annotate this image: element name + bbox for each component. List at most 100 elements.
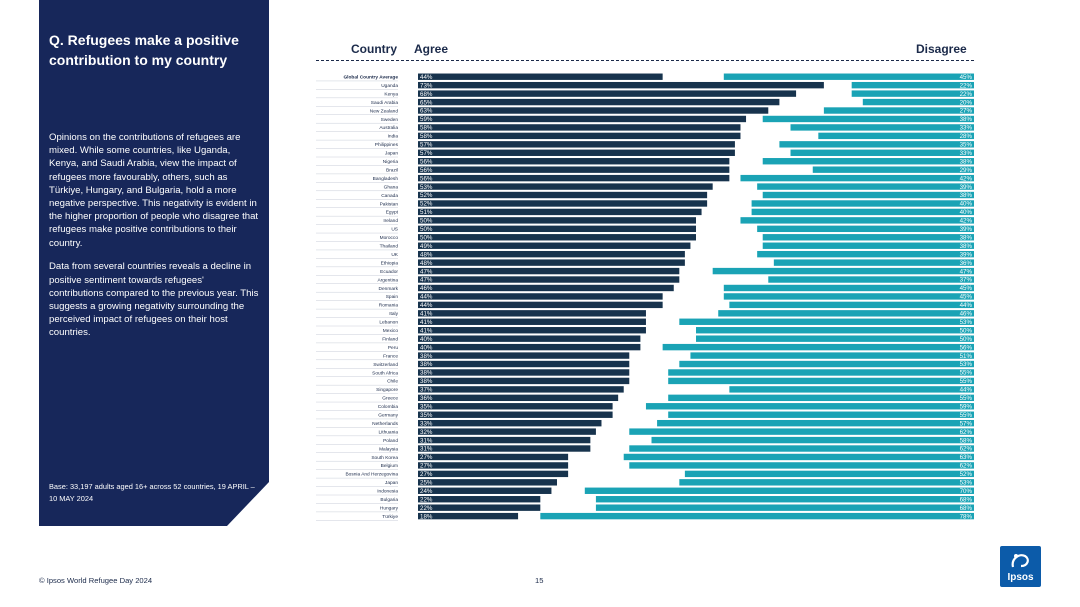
disagree-value-label: 22% <box>960 91 973 98</box>
agree-value-label: 50% <box>420 234 433 241</box>
agree-bar <box>418 487 552 494</box>
agree-bar <box>418 73 663 80</box>
disagree-bar <box>779 141 974 148</box>
disagree-bar <box>729 386 974 393</box>
disagree-value-label: 38% <box>960 116 973 123</box>
agree-value-label: 33% <box>420 420 433 427</box>
disagree-bar <box>651 436 974 444</box>
commentary-paragraph-1: Opinions on the contributions of refugee… <box>49 132 259 249</box>
disagree-bar <box>740 217 974 224</box>
page-number: 15 <box>535 576 544 585</box>
disagree-bar <box>851 81 974 89</box>
disagree-value-label: 62% <box>960 446 973 453</box>
country-label: Ghana <box>384 184 399 190</box>
agree-value-label: 38% <box>420 353 433 360</box>
agree-value-label: 56% <box>420 175 433 182</box>
agree-bar <box>418 360 630 368</box>
disagree-value-label: 70% <box>960 488 973 495</box>
agree-bar <box>418 462 569 469</box>
agree-bar <box>418 403 613 410</box>
agree-bar <box>418 191 708 199</box>
agree-bar <box>418 124 741 131</box>
disagree-bar <box>657 419 974 427</box>
agree-bar <box>418 512 519 520</box>
disagree-bar <box>668 411 974 418</box>
country-label: Brazil <box>386 167 398 173</box>
footer-source: © Ipsos World Refugee Day 2024 <box>39 576 153 585</box>
country-label: Sweden <box>381 117 399 123</box>
agree-bar <box>418 225 696 233</box>
agree-value-label: 37% <box>420 387 433 394</box>
agree-bar <box>418 217 696 224</box>
country-label: Germany <box>378 413 398 419</box>
agree-bar <box>418 234 696 241</box>
agree-value-label: 24% <box>420 488 433 495</box>
agree-bar <box>418 496 541 503</box>
disagree-bar <box>762 234 974 241</box>
agree-bar <box>418 174 730 182</box>
agree-bar <box>418 107 769 114</box>
country-label: Singapore <box>376 387 398 393</box>
country-label: Belgium <box>381 463 398 469</box>
agree-value-label: 49% <box>420 243 433 250</box>
disagree-bar <box>823 107 974 114</box>
country-label: Uganda <box>381 83 398 89</box>
country-label: Denmark <box>379 286 399 292</box>
agree-bar <box>418 284 674 292</box>
agree-bar <box>418 250 685 258</box>
disagree-bar <box>645 403 974 410</box>
disagree-value-label: 39% <box>960 226 973 233</box>
disagree-value-label: 57% <box>960 420 973 427</box>
agree-value-label: 59% <box>420 116 433 123</box>
country-label: Philippines <box>375 142 399 148</box>
agree-value-label: 56% <box>420 167 433 174</box>
country-label: Global Country Average <box>343 75 398 81</box>
country-label: Türkiye <box>382 514 398 520</box>
country-label: Bosnia And Herzegovina <box>345 472 398 478</box>
disagree-bar <box>668 369 974 376</box>
agree-bar <box>418 267 680 275</box>
country-label: Ecuador <box>380 269 398 275</box>
country-label: Bangladesh <box>373 176 399 182</box>
commentary: Opinions on the contributions of refugee… <box>49 131 259 350</box>
disagree-value-label: 44% <box>960 387 973 394</box>
disagree-bar <box>668 394 974 402</box>
agree-value-label: 38% <box>420 361 433 368</box>
country-label: Colombia <box>378 404 399 410</box>
disagree-value-label: 53% <box>960 480 973 487</box>
disagree-bar <box>818 132 974 140</box>
country-label: Japan <box>385 151 398 157</box>
disagree-bar <box>762 115 974 123</box>
disagree-bar <box>862 98 974 106</box>
agree-value-label: 50% <box>420 218 433 225</box>
disagree-bar <box>740 174 974 182</box>
agree-bar <box>418 293 663 300</box>
agree-value-label: 40% <box>420 336 433 343</box>
country-label: Malaysia <box>379 446 398 452</box>
agree-value-label: 53% <box>420 184 433 191</box>
country-label: Peru <box>388 345 398 351</box>
disagree-bar <box>679 479 974 486</box>
disagree-bar <box>757 250 974 258</box>
disagree-value-label: 68% <box>960 496 973 503</box>
agree-bar <box>418 310 646 317</box>
country-label: Switzerland <box>373 362 398 368</box>
agree-bar <box>418 132 741 140</box>
disagree-bar <box>723 73 974 80</box>
agree-bar <box>418 318 646 325</box>
agree-bar <box>418 141 735 148</box>
disagree-value-label: 47% <box>960 268 973 275</box>
disagree-bar <box>768 276 974 283</box>
disagree-value-label: 40% <box>960 201 973 208</box>
disagree-bar <box>751 200 974 207</box>
agree-bar <box>418 419 602 427</box>
agree-value-label: 50% <box>420 226 433 233</box>
agree-bar <box>418 242 691 249</box>
base-note: Base: 33,197 adults aged 16+ across 52 c… <box>49 482 255 503</box>
disagree-value-label: 50% <box>960 336 973 343</box>
agree-header: Agree <box>414 42 449 56</box>
disagree-bar <box>629 428 974 435</box>
agree-value-label: 46% <box>420 285 433 292</box>
disagree-value-label: 58% <box>960 437 973 444</box>
disagree-bar <box>712 267 974 275</box>
